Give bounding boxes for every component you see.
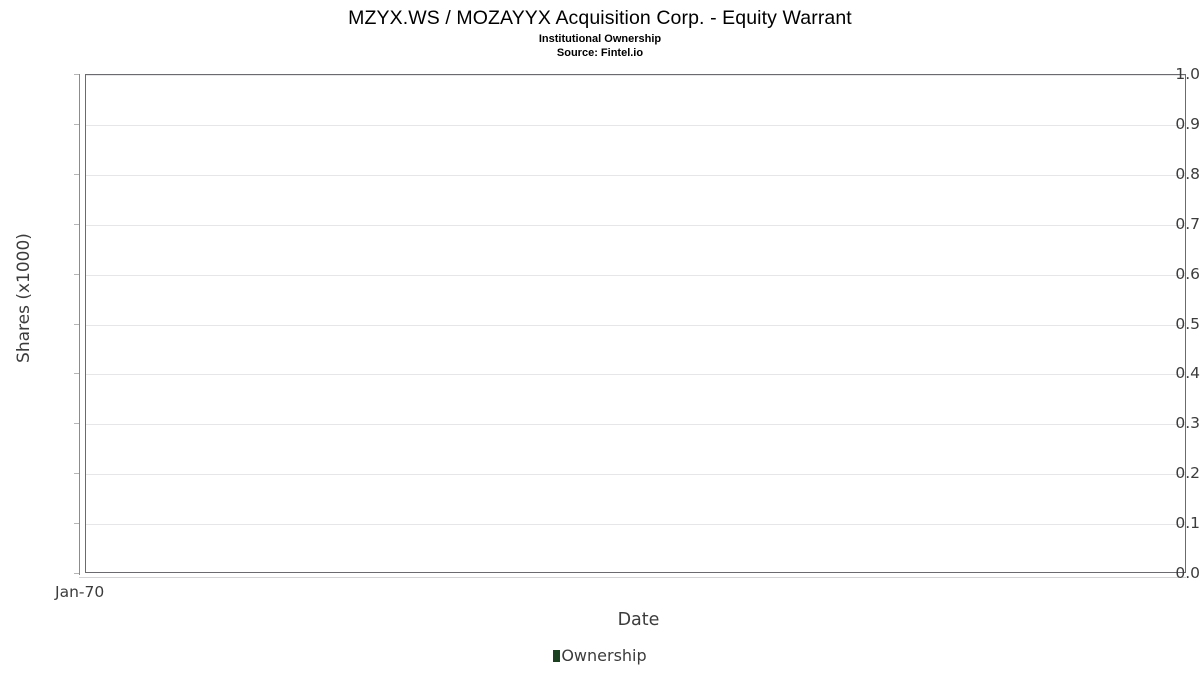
gridline <box>86 224 1185 226</box>
gridline <box>86 424 1185 426</box>
y-axis-line <box>79 74 81 575</box>
plot-area <box>85 74 1186 573</box>
x-axis-title: Date <box>617 610 660 630</box>
gridline <box>86 274 1185 276</box>
gridline <box>86 75 1185 76</box>
chart-header: MZYX.WS / MOZAYYX Acquisition Corp. - Eq… <box>0 0 1200 60</box>
legend-label: Ownership <box>561 646 647 665</box>
y-axis-title: Shares (x1000) <box>14 233 34 363</box>
y-tick-mark <box>74 473 79 474</box>
gridline <box>86 174 1185 176</box>
y-tick-label: 0.5 <box>1175 314 1200 333</box>
gridline <box>86 524 1185 526</box>
legend-swatch-icon <box>553 650 561 662</box>
x-axis-tick-label: Jan-70 <box>55 583 105 601</box>
gridline <box>86 374 1185 376</box>
y-tick-label: 0.3 <box>1175 414 1200 433</box>
y-tick-label: 0.7 <box>1175 214 1200 233</box>
y-tick-label: 0.6 <box>1175 264 1200 283</box>
y-tick-label: 1.0 <box>1175 65 1200 83</box>
x-axis-line <box>79 577 1186 579</box>
chart-subtitle: Institutional Ownership <box>538 33 662 45</box>
gridline <box>86 124 1185 126</box>
chart-title: MZYX.WS / MOZAYYX Acquisition Corp. - Eq… <box>348 7 852 29</box>
y-tick-mark <box>74 274 79 275</box>
gridline <box>86 474 1185 476</box>
y-tick-mark <box>74 74 79 75</box>
chart-legend: Ownership <box>0 648 1200 664</box>
legend-entry-ownership[interactable]: Ownership <box>553 646 647 665</box>
y-tick-label: 0.2 <box>1175 464 1200 483</box>
y-tick-label: 0.1 <box>1175 514 1200 533</box>
y-tick-mark <box>74 324 79 325</box>
y-tick-mark <box>74 373 79 374</box>
y-tick-label: 0.9 <box>1175 114 1200 133</box>
y-tick-mark <box>74 573 79 574</box>
y-tick-label: 0.4 <box>1175 364 1200 383</box>
y-tick-label: 0.0 <box>1175 564 1200 582</box>
y-tick-label: 0.8 <box>1175 164 1200 183</box>
y-tick-mark <box>74 174 79 175</box>
y-tick-mark <box>74 523 79 524</box>
chart-source-attribution: Source: Fintel.io <box>556 47 644 59</box>
y-tick-mark <box>74 124 79 125</box>
gridline <box>86 324 1185 326</box>
y-tick-mark <box>74 423 79 424</box>
y-tick-mark <box>74 224 79 225</box>
